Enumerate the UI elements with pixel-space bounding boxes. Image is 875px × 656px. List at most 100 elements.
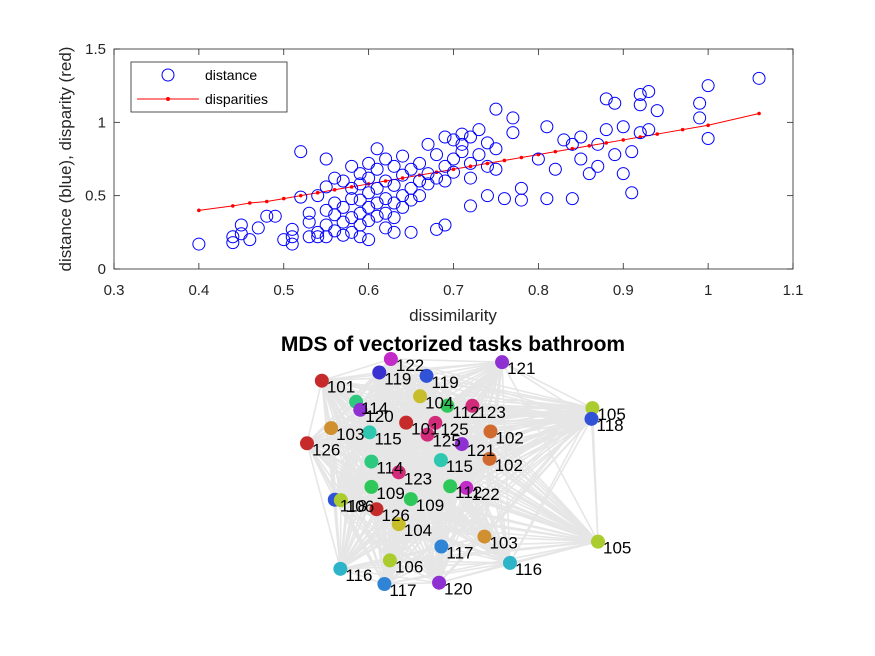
disparity-point [680, 127, 685, 132]
distance-point [370, 162, 384, 176]
distance-point [353, 167, 367, 181]
distance-point [311, 225, 325, 239]
distance-point [302, 230, 316, 244]
distance-point [430, 148, 444, 162]
mds-node-label: 102 [495, 456, 523, 475]
mds-node-label: 114 [361, 399, 388, 418]
disparity-point [332, 188, 337, 192]
mds-node-label: 101 [411, 420, 439, 439]
mds-node [459, 480, 474, 495]
distance-point [302, 206, 316, 220]
mds-node-label: 105 [597, 405, 625, 424]
mds-edge [340, 461, 373, 501]
distance-point [319, 152, 333, 166]
mds-edge [441, 540, 599, 548]
mds-edge [306, 442, 462, 445]
distance-point [362, 171, 376, 185]
mds-edge [410, 498, 599, 543]
mds-node-label: 106 [395, 557, 423, 576]
mds-node-label: 123 [404, 469, 432, 488]
disparity-point [570, 146, 575, 151]
disparity-point [468, 164, 473, 169]
legend-box [130, 61, 288, 113]
mds-node-label: 105 [603, 539, 631, 558]
mds-node [377, 577, 392, 591]
distance-point [345, 181, 359, 195]
mds-edge [389, 485, 451, 561]
mds-node [584, 411, 599, 426]
distance-point [226, 230, 240, 244]
y-tick-label: 0.5 [85, 188, 106, 205]
distance-point [489, 142, 503, 156]
distance-point [234, 218, 248, 232]
mds-edge [376, 508, 599, 543]
mds-edge [466, 487, 599, 543]
distance-point [574, 130, 588, 144]
distance-point [353, 193, 367, 207]
distance-point [319, 180, 333, 194]
distance-point [455, 145, 469, 159]
mds-node [419, 368, 434, 383]
mds-edge [339, 508, 378, 570]
distance-point [633, 126, 647, 140]
distance-point [430, 222, 444, 236]
mds-edge [590, 418, 599, 542]
mds-node [364, 454, 379, 469]
mds-node [383, 352, 398, 366]
distance-point [642, 85, 656, 99]
disparity-point [400, 176, 405, 180]
y-tick-label: 1.5 [85, 41, 106, 58]
distance-point [455, 137, 469, 151]
mds-edge [356, 395, 421, 403]
mds-edge [379, 371, 593, 409]
disparity-point [231, 204, 235, 208]
distance-point [413, 189, 427, 203]
distance-point [336, 215, 350, 229]
mds-node [403, 492, 418, 507]
mds-node-label: 118 [597, 416, 624, 435]
mds-edge [306, 430, 491, 445]
mds-node [443, 479, 458, 494]
distance-point [591, 137, 605, 151]
mds-node [495, 355, 510, 370]
distance-point [489, 162, 503, 176]
x-tick-label: 0.7 [443, 282, 464, 299]
distance-point [370, 142, 384, 156]
mds-node [585, 401, 600, 416]
mds-edge [306, 380, 323, 444]
distance-point [387, 211, 401, 225]
disparity-point [349, 185, 354, 189]
x-tick-label: 0.5 [273, 282, 294, 299]
y-axis-label: distance (blue), disparity (red) [56, 47, 75, 272]
mds-edge [384, 581, 440, 585]
mds-edge [426, 361, 503, 377]
distance-point [413, 156, 427, 170]
mds-node [440, 398, 455, 413]
mds-node-label: 125 [440, 420, 468, 439]
distance-point [243, 233, 257, 247]
mds-edge [340, 499, 442, 548]
distance-point [421, 167, 435, 181]
distance-disparity-plot: 0.3 0.4 0.5 0.6 0.7 0.8 0.9 1 1.1 0 0.5 1 1.5 dissim… [56, 41, 803, 325]
distance-point [480, 159, 494, 173]
mds-edge [375, 509, 391, 561]
disparity-point [638, 135, 643, 139]
distance-point [438, 218, 452, 232]
legend-distance-label: distance [205, 67, 257, 83]
mds-edge [389, 487, 467, 561]
mds-node [314, 373, 329, 388]
mds-edge [438, 487, 468, 583]
distance-point [285, 237, 299, 251]
mds-edge [389, 559, 510, 564]
distance-point [379, 174, 393, 188]
mds-node-label: 109 [376, 484, 404, 503]
distance-point [616, 167, 630, 181]
distance-point [480, 189, 494, 203]
disparities-series [197, 111, 761, 213]
mds-node-label: 119 [384, 369, 411, 388]
mds-node-label: 119 [432, 373, 459, 392]
distance-point [268, 209, 282, 223]
mds-node [391, 517, 406, 532]
